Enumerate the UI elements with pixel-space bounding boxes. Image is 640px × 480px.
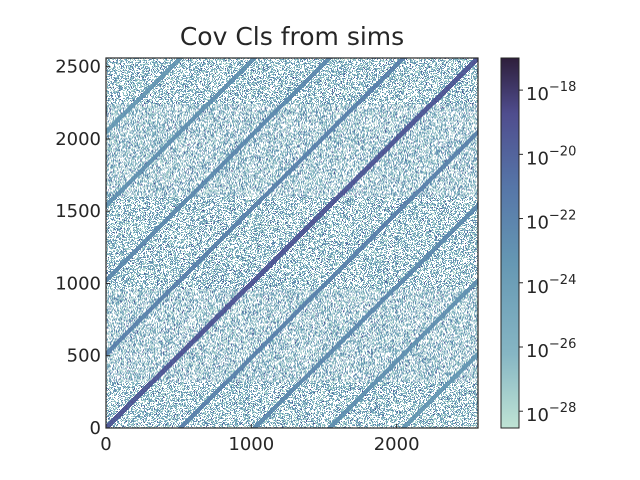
colorbar-axis: 10−28 10−26 10−24 10−22 10−20 10−18 bbox=[519, 80, 576, 426]
y-tick-label: 2500 bbox=[55, 57, 101, 78]
colorbar-tick-label: 10−18 bbox=[526, 80, 576, 105]
colorbar-tick-label: 10−24 bbox=[526, 273, 576, 298]
colorbar bbox=[500, 57, 520, 429]
heatmap-cells bbox=[106, 58, 478, 428]
colorbar-tick-label: 10−22 bbox=[526, 209, 576, 234]
y-tick-label: 0 bbox=[90, 418, 101, 439]
colorbar-tick-label: 10−28 bbox=[526, 401, 576, 426]
colorbar-tick-label: 10−20 bbox=[526, 144, 576, 169]
x-tick-label: 1000 bbox=[228, 434, 274, 455]
heatmap-image bbox=[106, 58, 478, 428]
x-tick-label: 0 bbox=[100, 434, 111, 455]
y-tick-label: 1500 bbox=[55, 201, 101, 222]
y-tick-label: 2000 bbox=[55, 129, 101, 150]
y-axis: 0 500 1000 1500 2000 2500 bbox=[55, 57, 110, 439]
y-tick-label: 500 bbox=[67, 346, 101, 367]
x-tick-label: 2000 bbox=[374, 434, 420, 455]
chart-title: Cov Cls from sims bbox=[179, 22, 405, 51]
plot-frame bbox=[105, 57, 479, 429]
colorbar-tick-label: 10−26 bbox=[526, 337, 576, 362]
x-axis: 0 1000 2000 bbox=[100, 424, 420, 455]
y-tick-label: 1000 bbox=[55, 273, 101, 294]
